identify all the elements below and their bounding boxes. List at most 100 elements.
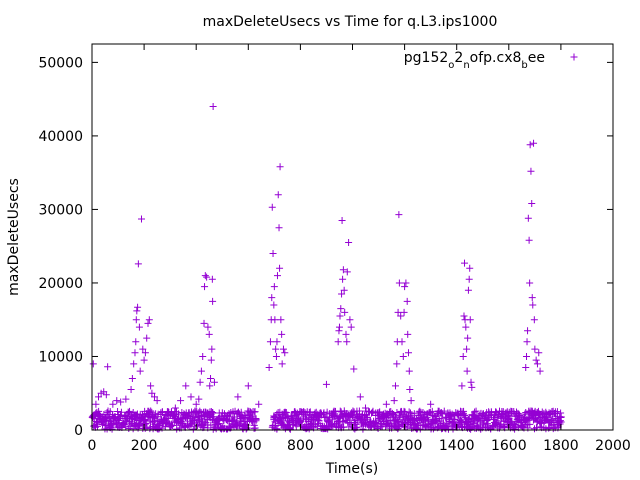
data-point (399, 352, 407, 360)
data-point (337, 305, 345, 313)
data-point-baseline (251, 408, 259, 416)
data-point (255, 400, 263, 408)
data-point-baseline (173, 425, 181, 433)
data-point (130, 360, 138, 368)
data-point (466, 264, 474, 272)
data-point (171, 404, 179, 412)
data-point (334, 338, 342, 346)
legend: pg152o2nofp.cx8bee (404, 50, 578, 71)
data-point-baseline (248, 409, 256, 417)
data-point-baseline (243, 421, 251, 429)
data-point (338, 290, 346, 298)
data-point-baseline (557, 414, 565, 422)
data-point (401, 283, 409, 291)
data-point (109, 400, 117, 408)
data-point (405, 367, 413, 375)
x-tick-label: 1200 (387, 438, 423, 454)
data-point (195, 395, 203, 403)
data-point-baseline (511, 423, 519, 431)
data-point (269, 250, 277, 258)
data-point (268, 203, 276, 211)
data-point (268, 294, 276, 302)
y-tick-label: 20000 (38, 276, 83, 292)
data-point (158, 408, 166, 416)
data-point (350, 365, 358, 373)
data-point-baseline (189, 425, 197, 433)
data-point (340, 286, 348, 294)
x-axis: 0 200 400 600 800 1000 1200 1400 1600 1800 2000 (88, 44, 631, 454)
data-point (276, 163, 284, 171)
data-point (403, 297, 411, 305)
data-point (468, 383, 476, 391)
data-point (532, 356, 540, 364)
data-point (535, 349, 543, 357)
data-point (382, 400, 390, 408)
data-point-baseline (477, 425, 485, 433)
data-point-baseline (471, 408, 479, 416)
data-point-baseline (472, 407, 480, 415)
data-point (462, 323, 470, 331)
data-point (336, 312, 344, 320)
data-point (223, 411, 231, 419)
data-point (525, 236, 533, 244)
data-point (278, 360, 286, 368)
data-point (335, 327, 343, 335)
data-point (133, 307, 141, 315)
data-point-baseline (440, 407, 448, 415)
data-point (127, 386, 135, 394)
data-point (207, 375, 215, 383)
data-point (347, 323, 355, 331)
data-point-baseline (209, 409, 217, 417)
data-point (391, 382, 399, 390)
data-point (464, 334, 472, 342)
data-point-baseline (405, 408, 413, 416)
data-point (427, 400, 435, 408)
data-point-baseline (282, 409, 290, 417)
data-point (208, 345, 216, 353)
data-point (342, 330, 350, 338)
data-point (106, 408, 114, 416)
data-point (524, 214, 532, 222)
data-point (393, 360, 401, 368)
y-tick-label: 50000 (38, 55, 83, 71)
data-point (395, 279, 403, 287)
data-point (302, 415, 310, 423)
data-point-baseline (114, 407, 122, 415)
data-point (113, 397, 121, 405)
chart-title: maxDeleteUsecs vs Time for q.L3.ips1000 (203, 14, 498, 30)
y-axis-label: maxDeleteUsecs (6, 178, 22, 296)
data-point (145, 316, 153, 324)
data-point (144, 319, 152, 327)
data-point (524, 327, 532, 335)
data-point (398, 338, 406, 346)
data-point-baseline (155, 425, 163, 433)
data-point (465, 275, 473, 283)
data-point (346, 316, 354, 324)
data-point (459, 352, 467, 360)
data-point (270, 301, 278, 309)
data-point-baseline (237, 408, 245, 416)
data-point (136, 367, 144, 375)
data-point-baseline (169, 421, 177, 429)
data-point (200, 319, 208, 327)
data-point (356, 393, 364, 401)
x-tick-label: 1400 (439, 438, 475, 454)
data-point-baseline (288, 413, 296, 421)
data-point-baseline (372, 419, 380, 427)
data-point (122, 395, 130, 403)
data-point-baseline (314, 416, 322, 424)
data-point (117, 398, 125, 406)
data-point (207, 356, 215, 364)
data-point (375, 411, 383, 419)
data-point-baseline (394, 417, 402, 425)
data-point-baseline (207, 421, 215, 429)
data-point-baseline (460, 407, 468, 415)
data-point-baseline (470, 419, 478, 427)
data-point (522, 364, 530, 372)
data-point (209, 297, 217, 305)
x-tick-label: 2000 (595, 438, 631, 454)
data-point (554, 419, 562, 427)
data-point (312, 411, 320, 419)
y-tick-label: 30000 (38, 202, 83, 218)
data-point (463, 345, 471, 353)
